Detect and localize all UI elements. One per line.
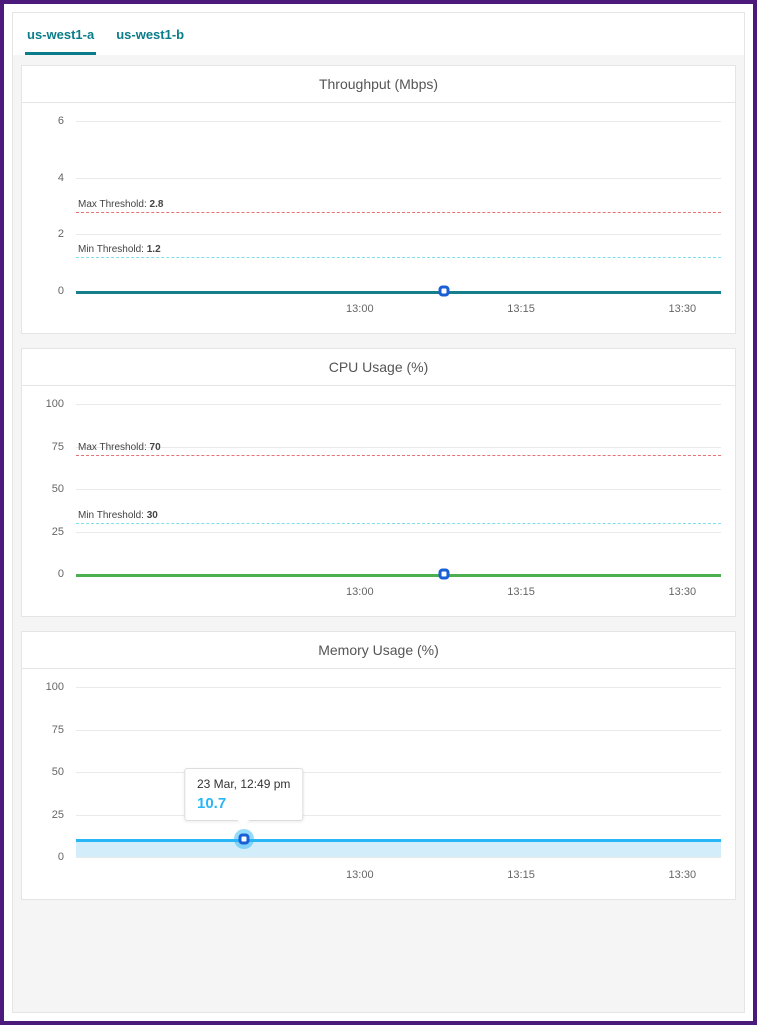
- cpu-title: CPU Usage (%): [22, 349, 735, 386]
- x-tick-label: 13:15: [507, 869, 535, 881]
- data-marker[interactable]: [438, 286, 449, 297]
- cpu-plot-area: Max Threshold: 70 Min Threshold: 30: [76, 404, 721, 574]
- tooltip-value: 10.7: [197, 795, 290, 812]
- gridline: [76, 857, 721, 858]
- gridline: [76, 687, 721, 688]
- threshold-line: [76, 212, 721, 213]
- data-marker[interactable]: [238, 833, 249, 844]
- x-tick-label: 13:15: [507, 586, 535, 598]
- y-tick-label: 75: [52, 724, 64, 736]
- memory-chart-panel: Memory Usage (%) 0 25 50 75 100 23 Mar, 12:4…: [21, 631, 736, 900]
- tab-us-west1-b[interactable]: us-west1-b: [114, 21, 186, 55]
- gridline: [76, 447, 721, 448]
- threshold-label: Min Threshold: 1.2: [78, 244, 161, 257]
- data-marker[interactable]: [438, 569, 449, 580]
- cpu-y-labels: 0255075100: [22, 404, 70, 574]
- tooltip-date: 23 Mar, 12:49 pm: [197, 777, 290, 791]
- cpu-chart-body[interactable]: 0 25 50 75 100 Max Threshold: 70 Min Threshol…: [22, 386, 735, 616]
- series-line: [76, 839, 721, 842]
- gridline: [76, 404, 721, 405]
- gridline: [76, 234, 721, 235]
- x-tick-label: 13:30: [669, 303, 697, 315]
- outer-frame: us-west1-a us-west1-b Throughput (Mbps) …: [0, 0, 757, 1025]
- gridline: [76, 489, 721, 490]
- threshold-label: Max Threshold: 70: [78, 442, 161, 455]
- throughput-y-labels: 0246: [22, 121, 70, 291]
- content-box: us-west1-a us-west1-b Throughput (Mbps) …: [12, 12, 745, 1013]
- x-tick-label: 13:30: [669, 869, 697, 881]
- threshold-line: [76, 523, 721, 524]
- series-line: [76, 574, 721, 577]
- x-tick-label: 13:00: [346, 303, 374, 315]
- gridline: [76, 178, 721, 179]
- throughput-chart-panel: Throughput (Mbps) 0 2 4 6 Max Threshold: 2.…: [21, 65, 736, 334]
- cpu-x-labels: 13:00 13:15 13:30: [76, 586, 721, 602]
- throughput-title: Throughput (Mbps): [22, 66, 735, 103]
- gridline: [76, 730, 721, 731]
- memory-x-labels: 13:00 13:15 13:30: [76, 869, 721, 885]
- y-tick-label: 25: [52, 526, 64, 538]
- y-tick-label: 0: [58, 568, 64, 580]
- gridline: [76, 772, 721, 773]
- charts-area: Throughput (Mbps) 0 2 4 6 Max Threshold: 2.…: [13, 55, 744, 1012]
- throughput-x-labels: 13:00 13:15 13:30: [76, 303, 721, 319]
- y-tick-label: 50: [52, 483, 64, 495]
- gridline: [76, 532, 721, 533]
- threshold-label: Min Threshold: 30: [78, 510, 158, 523]
- series-line: [76, 291, 721, 294]
- tooltip: 23 Mar, 12:49 pm 10.7: [184, 768, 303, 821]
- memory-y-labels: 0255075100: [22, 687, 70, 857]
- y-tick-label: 100: [46, 398, 64, 410]
- threshold-line: [76, 455, 721, 456]
- y-tick-label: 0: [58, 285, 64, 297]
- y-tick-label: 25: [52, 809, 64, 821]
- throughput-plot-area: Max Threshold: 2.8 Min Threshold: 1.2: [76, 121, 721, 291]
- x-tick-label: 13:30: [669, 586, 697, 598]
- memory-plot-area: 23 Mar, 12:49 pm 10.7: [76, 687, 721, 857]
- x-tick-label: 13:00: [346, 586, 374, 598]
- tab-us-west1-a[interactable]: us-west1-a: [25, 21, 96, 55]
- y-tick-label: 6: [58, 115, 64, 127]
- y-tick-label: 75: [52, 441, 64, 453]
- gridline: [76, 121, 721, 122]
- y-tick-label: 4: [58, 172, 64, 184]
- x-tick-label: 13:15: [507, 303, 535, 315]
- y-tick-label: 2: [58, 228, 64, 240]
- threshold-label: Max Threshold: 2.8: [78, 199, 163, 212]
- memory-title: Memory Usage (%): [22, 632, 735, 669]
- cpu-chart-panel: CPU Usage (%) 0 25 50 75 100 Max Threshold: …: [21, 348, 736, 617]
- y-tick-label: 100: [46, 681, 64, 693]
- threshold-line: [76, 257, 721, 258]
- tabs: us-west1-a us-west1-b: [13, 13, 744, 55]
- memory-chart-body[interactable]: 0255075100 23 Mar, 12:49 pm10.7 13:0013:…: [22, 669, 735, 899]
- gridline: [76, 815, 721, 816]
- y-tick-label: 0: [58, 851, 64, 863]
- x-tick-label: 13:00: [346, 869, 374, 881]
- throughput-chart-body[interactable]: 0 2 4 6 Max Threshold: 2.8 Min Threshold: 1.…: [22, 103, 735, 333]
- y-tick-label: 50: [52, 766, 64, 778]
